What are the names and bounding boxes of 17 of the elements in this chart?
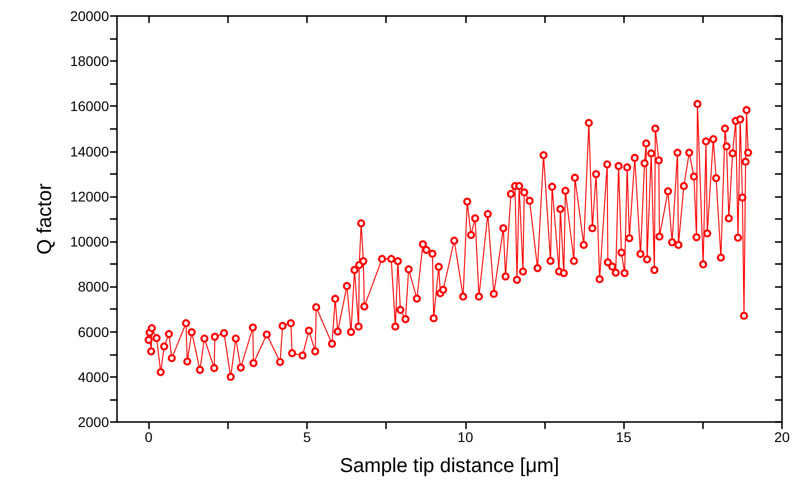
y-tick-label: 2000 <box>78 414 110 430</box>
x-tick-label: 20 <box>774 429 790 445</box>
y-tick-label: 4000 <box>78 368 110 385</box>
y-tick-label: 20000 <box>70 8 110 24</box>
x-tick-label: 5 <box>303 429 312 445</box>
x-tick-label: 10 <box>458 429 474 445</box>
x-axis-title: Sample tip distance [μm] <box>340 455 560 477</box>
y-tick-label: 18000 <box>70 53 110 70</box>
y-axis-title: Q factor <box>34 183 56 255</box>
y-tick-label: 16000 <box>70 98 110 114</box>
y-tick-label: 12000 <box>70 188 110 204</box>
y-tick-label: 6000 <box>78 324 110 340</box>
x-tick-label: 0 <box>144 429 153 445</box>
x-tick-label: 15 <box>616 429 632 445</box>
y-tick-label: 14000 <box>70 143 110 160</box>
y-tick-label: 10000 <box>70 234 110 250</box>
y-tick-label: 8000 <box>78 278 110 295</box>
